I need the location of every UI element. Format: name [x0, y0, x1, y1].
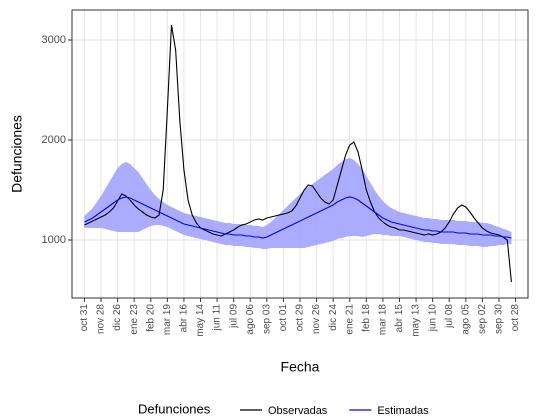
- x-tick-label: sep 30: [494, 304, 505, 334]
- x-axis-title: Fecha: [281, 359, 320, 375]
- x-tick-label: ago 05: [460, 304, 471, 335]
- x-tick-label: dic 24: [328, 304, 339, 331]
- x-tick-label: abr 15: [394, 304, 405, 333]
- x-tick-label: oct 29: [295, 304, 306, 332]
- x-tick-label: dic 26: [112, 304, 123, 331]
- x-tick-label: may 14: [195, 304, 206, 337]
- x-tick-label: ene 23: [129, 304, 140, 335]
- x-tick-label: nov 28: [96, 304, 107, 334]
- x-tick-label: feb 18: [361, 304, 372, 332]
- y-tick-label: 3000: [42, 34, 66, 46]
- x-tick-label: jun 11: [212, 304, 223, 332]
- legend-label: Estimadas: [377, 405, 429, 417]
- x-tick-label: abr 16: [179, 304, 190, 333]
- x-tick-label: sep 03: [261, 304, 272, 334]
- x-tick-label: oct 01: [278, 304, 289, 332]
- y-tick-label: 2000: [42, 134, 66, 146]
- x-tick-label: feb 20: [145, 304, 156, 332]
- x-tick-label: mar 19: [162, 304, 173, 336]
- series-line: [84, 196, 512, 239]
- x-tick-label: oct 31: [79, 304, 90, 332]
- x-tick-label: oct 28: [510, 304, 521, 332]
- plot-layer: [72, 10, 528, 298]
- x-tick-label: mar 18: [378, 304, 389, 336]
- x-tick-label: jun 10: [427, 304, 438, 333]
- x-tick-label: may 13: [411, 304, 422, 337]
- legend-title: Defunciones: [138, 401, 211, 416]
- y-tick-label: 1000: [42, 234, 66, 246]
- y-axis-title: Defunciones: [9, 115, 25, 193]
- x-tick-label: ene 21: [344, 304, 355, 335]
- x-tick-label: jul 09: [228, 304, 239, 329]
- x-tick-label: sep 02: [477, 304, 488, 334]
- plot-panel: [71, 9, 529, 299]
- x-tick-label: ago 06: [245, 304, 256, 335]
- x-tick-label: nov 26: [311, 304, 322, 334]
- x-tick-label: jul 08: [444, 304, 455, 329]
- legend-label: Observadas: [268, 405, 328, 417]
